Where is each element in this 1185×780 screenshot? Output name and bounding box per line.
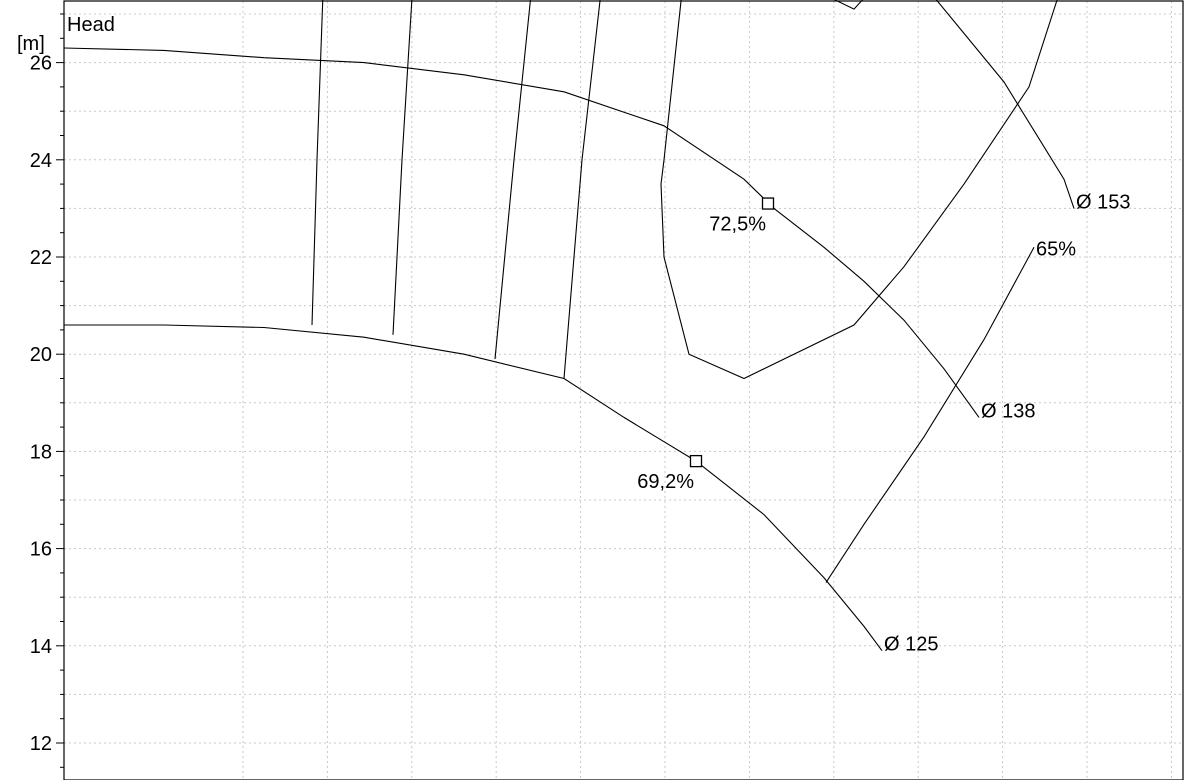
annotation-138: Ø 138 [981, 400, 1035, 422]
y-tick-label: 12 [30, 733, 52, 755]
head-curves [63, 0, 1075, 652]
head-curve-153 [935, 0, 1075, 209]
head-curve-125 [64, 324, 883, 652]
operating-point-label-125: 69,2% [637, 471, 694, 493]
y-tick-label: 16 [30, 539, 52, 561]
y-axis-title: Head [67, 14, 115, 36]
y-tick-label: 18 [30, 441, 52, 463]
annotation-125: Ø 125 [884, 634, 938, 656]
annotation-65pct: 65% [1036, 238, 1076, 260]
y-axis: 121416182022242628303234363840 [30, 13, 64, 768]
efficiency-curve-65pct [563, 0, 601, 379]
y-axis-unit: [m] [17, 33, 45, 55]
efficiency-curve [825, 247, 1035, 583]
efficiency-curve-40pct [311, 0, 324, 326]
y-tick-label: 14 [30, 636, 52, 658]
operating-points [689, 197, 775, 468]
y-tick-label: 22 [30, 247, 52, 269]
head-curve-138 [63, 47, 980, 418]
efficiency-curves [311, 0, 1058, 583]
efficiency-curve-50pct [392, 0, 413, 335]
grid-lines [64, 1, 1183, 780]
efficiency-curve-60pct [494, 0, 531, 360]
annotation-153: Ø 153 [1076, 191, 1130, 213]
operating-point-138 [761, 197, 775, 210]
efficiency-curve-70pct [660, 0, 1058, 380]
y-tick-label: 26 [30, 53, 52, 75]
y-tick-label: 20 [30, 344, 52, 366]
operating-point-125 [689, 454, 703, 468]
operating-point-label-138: 72,5% [709, 214, 766, 236]
y-tick-label: 24 [30, 150, 52, 172]
plot-frame [63, 0, 1184, 780]
